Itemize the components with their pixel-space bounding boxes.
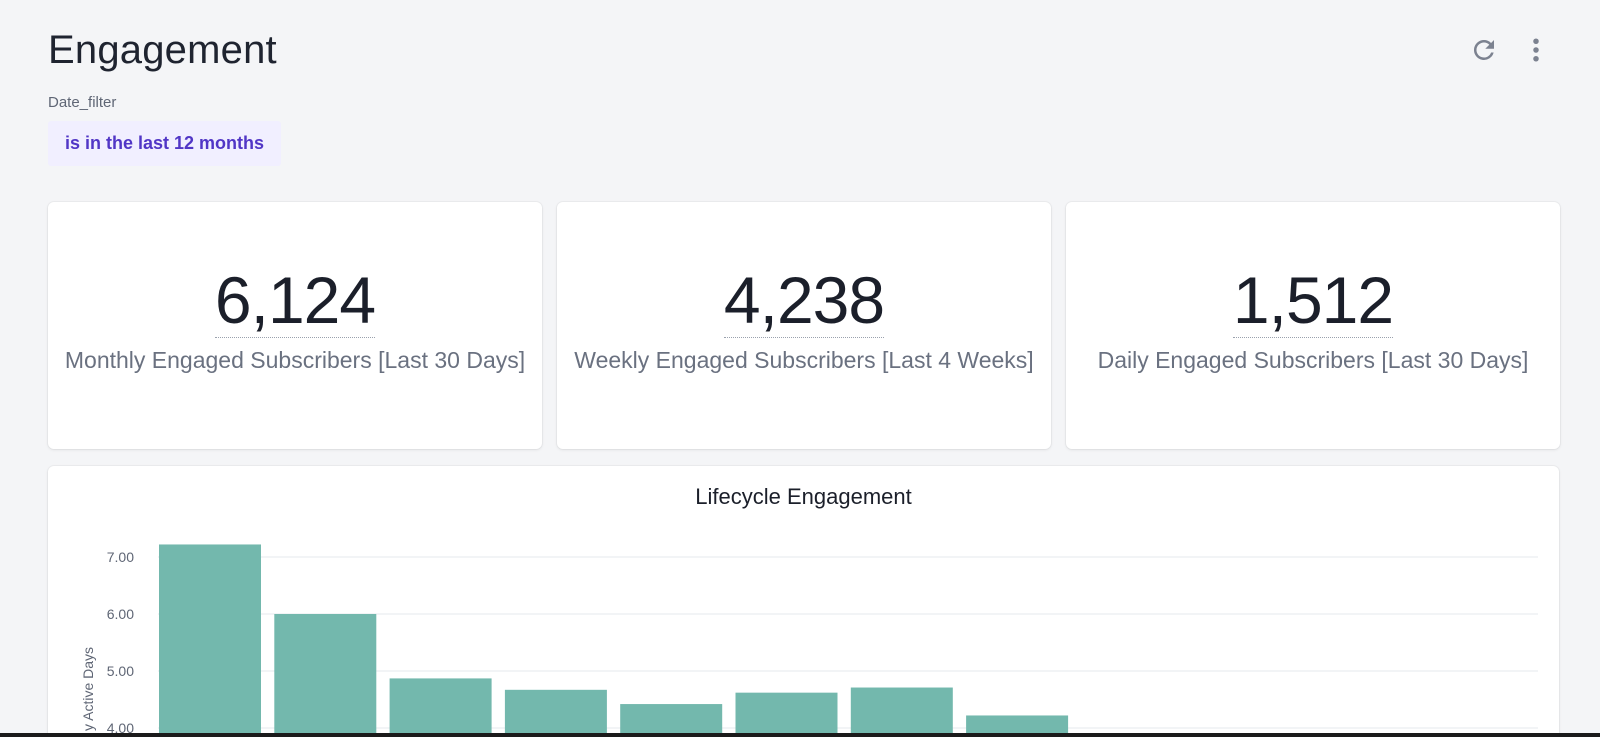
refresh-icon[interactable]: [1468, 34, 1500, 66]
chart-bar[interactable]: [389, 678, 492, 737]
kpi-card-monthly[interactable]: 6,124 Monthly Engaged Subscribers [Last …: [48, 202, 542, 449]
chart-bar[interactable]: [966, 715, 1069, 737]
kpi-value: 6,124: [48, 262, 542, 338]
kpi-label: Monthly Engaged Subscribers [Last 30 Day…: [64, 347, 526, 373]
y-tick-label: 4.00: [107, 720, 134, 736]
kpi-label: Daily Engaged Subscribers [Last 30 Days]: [1097, 347, 1529, 373]
lifecycle-chart: 7.00 6.00 5.00 4.00 y Active Days: [80, 544, 1538, 737]
y-axis-label: y Active Days: [80, 647, 96, 731]
y-tick-label: 7.00: [107, 549, 134, 565]
kpi-card-weekly[interactable]: 4,238 Weekly Engaged Subscribers [Last 4…: [557, 202, 1051, 449]
date-filter-chip[interactable]: is in the last 12 months: [48, 121, 282, 166]
kpi-value-text: 1,512: [1232, 263, 1394, 338]
filter-label: Date_filter: [48, 94, 117, 111]
chart-bar[interactable]: [274, 614, 377, 737]
dashboard-header: Engagement: [48, 24, 1552, 84]
chart-bar[interactable]: [159, 544, 261, 737]
page-title: Engagement: [48, 28, 277, 72]
kpi-card-daily[interactable]: 1,512 Daily Engaged Subscribers [Last 30…: [1066, 202, 1560, 449]
chart-bar[interactable]: [504, 689, 607, 737]
y-tick-label: 6.00: [107, 606, 134, 622]
chart-bar[interactable]: [735, 692, 838, 737]
kpi-value: 1,512: [1066, 262, 1560, 338]
y-tick-label: 5.00: [107, 663, 134, 679]
kpi-label: Weekly Engaged Subscribers [Last 4 Weeks…: [574, 347, 1034, 373]
kpi-value-text: 6,124: [214, 263, 376, 338]
chart-bar[interactable]: [850, 687, 953, 737]
kpi-value: 4,238: [557, 262, 1051, 338]
chart-title: Lifecycle Engagement: [695, 484, 912, 509]
bottom-divider: [0, 733, 1600, 737]
header-actions: [1468, 34, 1552, 66]
lifecycle-chart-card: Lifecycle Engagement 7.00 6.00 5.00 4.00 y A…: [48, 466, 1559, 737]
more-vertical-icon[interactable]: [1520, 34, 1552, 66]
chart-bar[interactable]: [620, 704, 723, 737]
kpi-value-text: 4,238: [723, 263, 885, 338]
